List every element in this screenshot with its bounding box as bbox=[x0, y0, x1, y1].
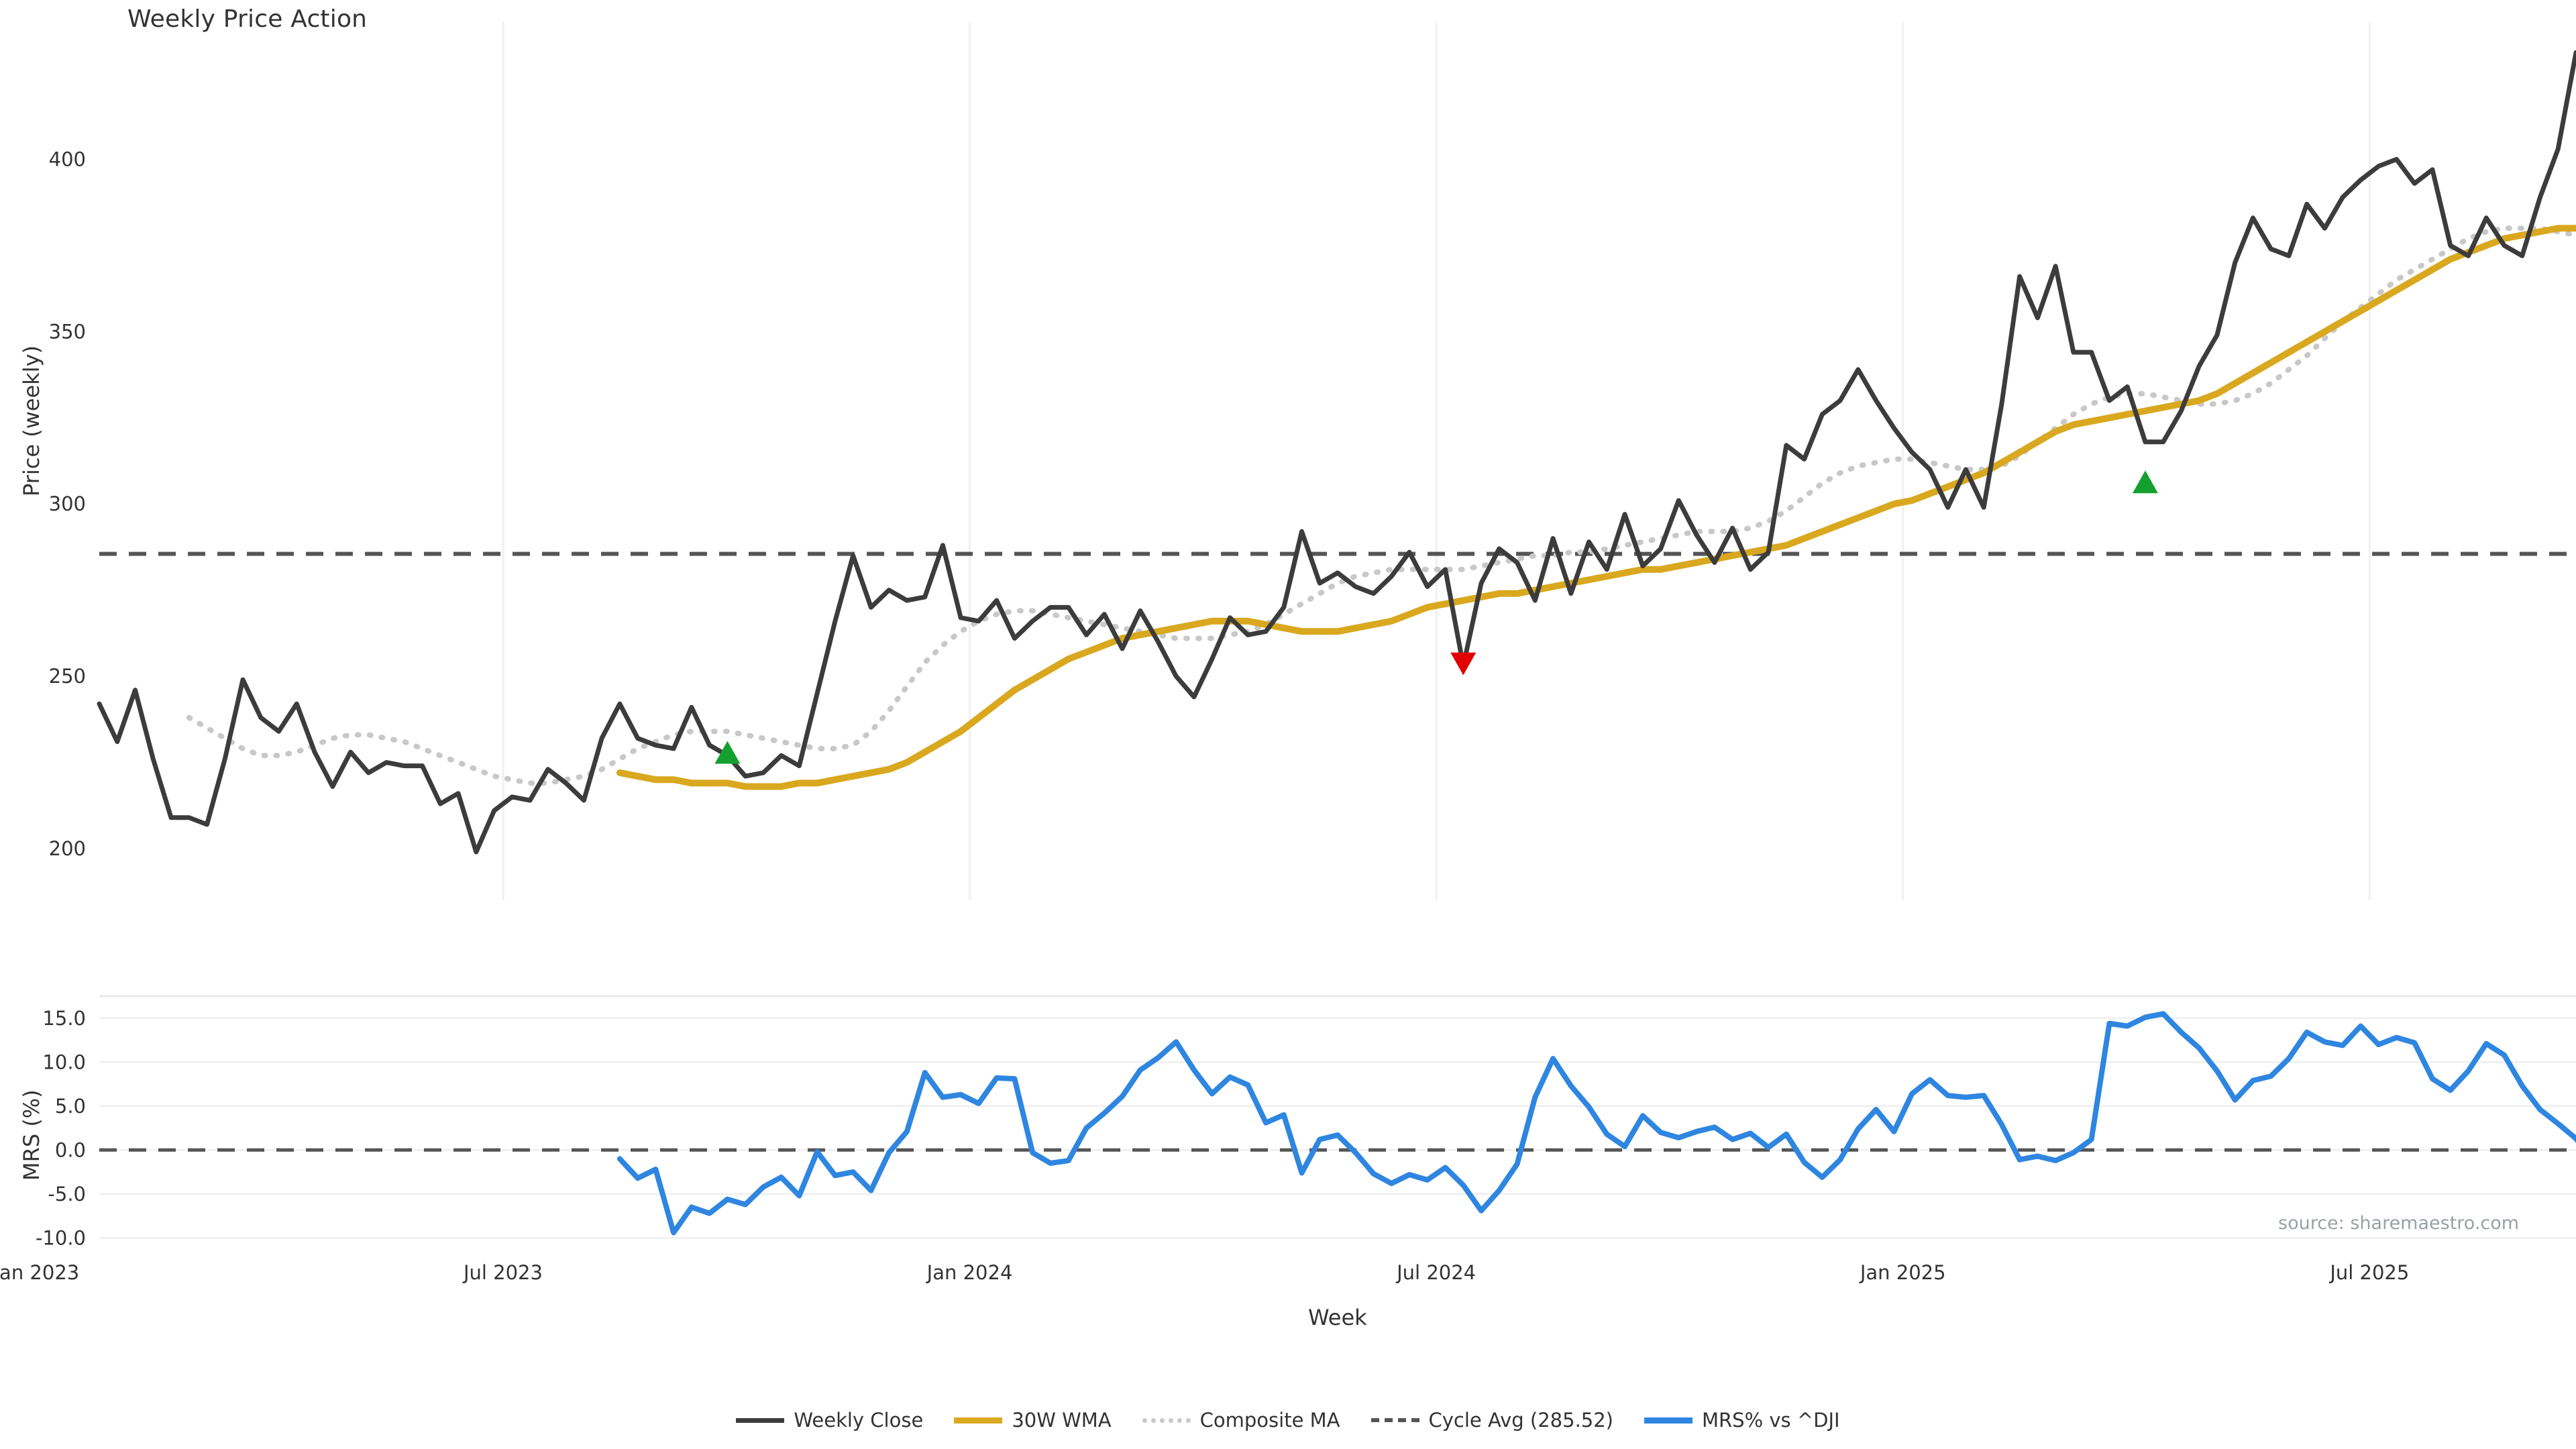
legend-item[interactable]: Cycle Avg (285.52) bbox=[1371, 1409, 1614, 1432]
price-y-tick-label: 300 bbox=[49, 492, 86, 515]
chart-legend: Weekly Close 30W WMA Composite MA Cycle Avg… bbox=[0, 1409, 2576, 1432]
price-y-tick-label: 200 bbox=[49, 837, 86, 860]
legend-item[interactable]: Weekly Close bbox=[736, 1409, 923, 1432]
legend-label: Weekly Close bbox=[794, 1409, 924, 1432]
legend-item[interactable]: Composite MA bbox=[1142, 1409, 1340, 1432]
page-title: Weekly Price Action bbox=[127, 5, 368, 33]
price-panel: 200 250 300 350 400 bbox=[49, 21, 2576, 900]
mrs-y-axis-label: MRS (%) bbox=[19, 1089, 44, 1181]
mrs-y-tick-label: -5.0 bbox=[48, 1183, 86, 1205]
legend-swatch-solid-icon bbox=[1644, 1417, 1693, 1424]
buy-signal-marker bbox=[714, 741, 741, 764]
price-y-tick-label: 400 bbox=[49, 148, 86, 170]
legend-label: 30W WMA bbox=[1012, 1409, 1112, 1432]
x-axis-tick-label: Jul 2024 bbox=[1397, 1261, 1477, 1284]
mrs-line bbox=[616, 1011, 2576, 1236]
source-watermark: source: sharemaestro.com bbox=[2278, 1213, 2520, 1234]
sell-signal-marker bbox=[1450, 652, 1477, 676]
x-axis-label: Week bbox=[1308, 1305, 1367, 1330]
legend-swatch-solid-icon bbox=[954, 1417, 1003, 1424]
mrs-y-tick-label: 15.0 bbox=[42, 1007, 86, 1030]
weekly-close-line bbox=[97, 50, 2576, 855]
legend-item[interactable]: 30W WMA bbox=[954, 1409, 1112, 1432]
legend-swatch-dashed-icon bbox=[1371, 1418, 1419, 1422]
legend-item[interactable]: MRS% vs ^DJI bbox=[1644, 1409, 1840, 1432]
mrs-y-tick-label: -10.0 bbox=[36, 1226, 86, 1249]
price-y-tick-label: 250 bbox=[49, 665, 86, 688]
mrs-y-tick-label: 0.0 bbox=[55, 1138, 86, 1161]
legend-label: Composite MA bbox=[1199, 1409, 1340, 1432]
price-y-axis-label: Price (weekly) bbox=[19, 345, 44, 496]
x-axis-tick-label: Jul 2023 bbox=[463, 1261, 543, 1284]
legend-swatch-dotted-icon bbox=[1142, 1417, 1191, 1423]
x-axis-tick-label: Jan 2024 bbox=[926, 1261, 1013, 1284]
legend-label: MRS% vs ^DJI bbox=[1702, 1409, 1840, 1432]
mrs-panel: -10.0 -5.0 0.0 5.0 10.0 15.0 bbox=[36, 995, 2576, 1249]
wma-line bbox=[616, 225, 2576, 790]
mrs-y-tick-label: 10.0 bbox=[42, 1051, 86, 1073]
buy-signal-marker bbox=[2132, 470, 2158, 494]
x-axis-tick-label: Jan 2025 bbox=[1860, 1261, 1946, 1284]
mrs-y-tick-label: 5.0 bbox=[55, 1095, 86, 1118]
legend-swatch-solid-icon bbox=[736, 1417, 785, 1423]
composite-ma-line bbox=[186, 225, 2576, 786]
price-y-tick-label: 350 bbox=[49, 320, 86, 343]
x-axis-tick-label: Jul 2025 bbox=[2330, 1261, 2410, 1284]
legend-label: Cycle Avg (285.52) bbox=[1428, 1409, 1614, 1432]
x-axis-tick-label: Jan 2023 bbox=[0, 1261, 80, 1284]
